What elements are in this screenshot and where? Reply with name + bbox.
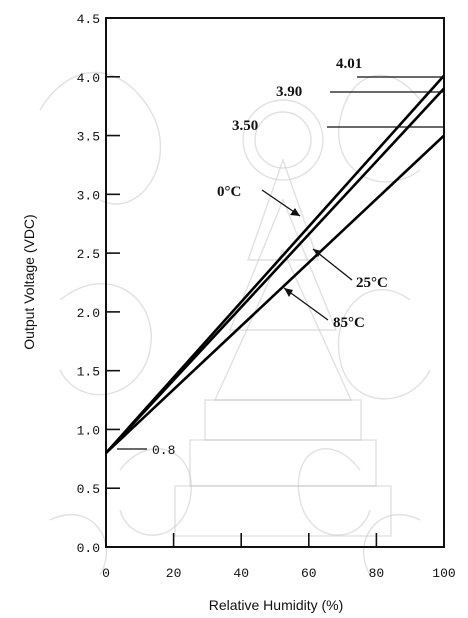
label-3-90: 3.90 bbox=[276, 84, 302, 100]
label-3-50: 3.50 bbox=[232, 118, 258, 134]
y-tick-label: 1.5 bbox=[77, 365, 100, 380]
x-tick-label: 20 bbox=[166, 566, 182, 581]
label-0c: 0°C bbox=[217, 184, 241, 200]
series-lines bbox=[105, 74, 445, 454]
x-tick-label: 60 bbox=[301, 566, 317, 581]
y-tick-label: 4.5 bbox=[77, 12, 100, 27]
y-tick-label: 0.5 bbox=[77, 482, 100, 497]
series-line-0 bbox=[105, 74, 445, 454]
x-tick-label: 100 bbox=[432, 566, 455, 581]
x-axis-title: Relative Humidity (%) bbox=[209, 597, 344, 613]
x-tick-label: 80 bbox=[369, 566, 385, 581]
plot-frame bbox=[105, 17, 445, 548]
label-25c: 25°C bbox=[356, 275, 388, 291]
label-0-8: 0.8 bbox=[152, 443, 175, 458]
arrowhead-0c bbox=[290, 208, 300, 216]
y-tick-label: 2.5 bbox=[77, 247, 100, 262]
arrowhead-25c bbox=[313, 249, 322, 257]
label-85c: 85°C bbox=[333, 315, 365, 331]
label-4-01: 4.01 bbox=[336, 56, 362, 72]
series-annotations: 4.01 3.90 3.50 0°C 25°C 85°C 0.8 bbox=[117, 56, 444, 458]
watermark-emblem bbox=[39, 72, 431, 576]
series-line-2 bbox=[105, 134, 445, 454]
x-tick-label: 40 bbox=[233, 566, 249, 581]
y-tick-label: 2.0 bbox=[77, 306, 100, 321]
y-tick-label: 0.0 bbox=[77, 541, 100, 556]
x-tick-label: 0 bbox=[102, 566, 110, 581]
y-tick-label: 4.0 bbox=[77, 71, 100, 86]
arrow-85c bbox=[283, 287, 329, 321]
arrowhead-85c bbox=[284, 288, 293, 297]
y-tick-label: 1.0 bbox=[77, 423, 100, 438]
y-axis-title: Output Voltage (VDC) bbox=[21, 214, 37, 349]
y-tick-label: 3.0 bbox=[77, 188, 100, 203]
y-tick-label: 3.5 bbox=[77, 130, 100, 145]
axis-ticks: 0.0 0.5 1.0 1.5 2.0 2.5 3.0 3.5 4.0 4.5 0 20 40 60 80 1… bbox=[77, 12, 456, 581]
series-line-1 bbox=[105, 87, 445, 454]
